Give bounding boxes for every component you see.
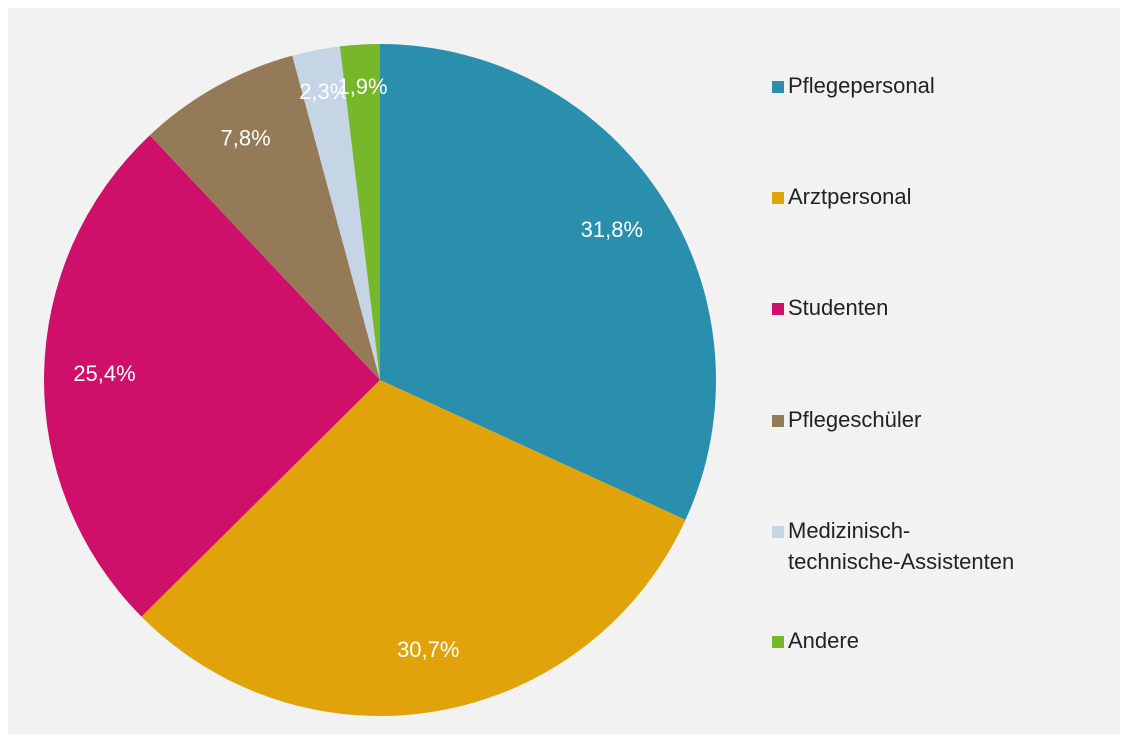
legend-label: Pflegeschüler (788, 407, 921, 432)
legend-label: Pflegepersonal (788, 73, 935, 98)
data-label: 1,9% (337, 74, 387, 99)
pie-slice (380, 44, 717, 520)
legend-swatch (772, 192, 784, 204)
data-label: 25,4% (73, 361, 135, 386)
legend-label: Arztpersonal (788, 184, 912, 209)
data-label: 7,8% (221, 125, 271, 150)
pie-slice (141, 380, 686, 716)
pie-slice (292, 46, 380, 380)
legend-label: Andere (788, 628, 859, 653)
legend-label-line: Medizinisch- (788, 518, 910, 543)
legend-swatch (772, 415, 784, 427)
pie-slice (149, 55, 380, 380)
pie-slice (44, 135, 380, 617)
data-label: 2,3% (299, 79, 349, 104)
legend-swatch (772, 81, 784, 93)
legend-swatch (772, 636, 784, 648)
data-label: 31,8% (581, 217, 643, 242)
legend-swatch (772, 526, 784, 538)
data-label: 30,7% (397, 637, 459, 662)
legend-label: Studenten (788, 295, 888, 320)
legend-label: Medizinisch-technische-Assistenten (788, 518, 1014, 574)
legend-swatch (772, 303, 784, 315)
legend-label-line: technische-Assistenten (788, 549, 1014, 574)
pie-slice (339, 44, 380, 380)
